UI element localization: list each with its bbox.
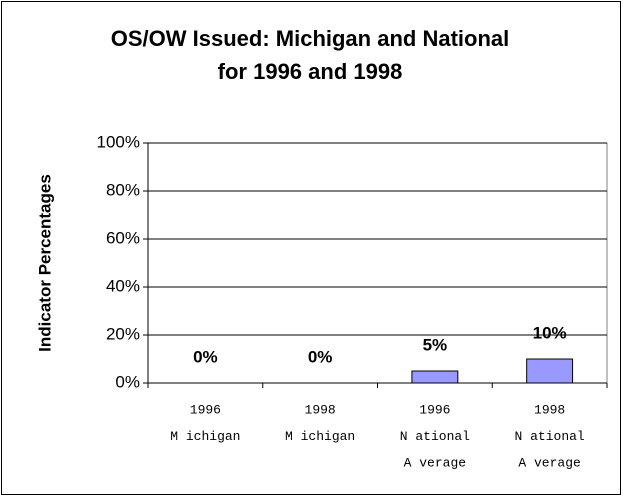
value-label: 0% (193, 347, 218, 366)
value-label: 5% (423, 335, 448, 354)
chart-title: for 1996 and 1998 (218, 59, 403, 84)
x-tick-label: A verage (404, 455, 466, 470)
x-tick-label: M ichigan (285, 429, 355, 444)
value-label: 0% (308, 347, 333, 366)
chart-title: OS/OW Issued: Michigan and National (111, 26, 509, 51)
y-tick-label: 80% (106, 180, 140, 199)
x-tick-label: 1998 (534, 402, 565, 417)
bar (411, 370, 459, 384)
value-label: 10% (533, 323, 567, 342)
y-axis-label: Indicator Percentages (35, 174, 54, 352)
y-tick-label: 60% (106, 228, 140, 247)
y-tick-label: 100% (97, 132, 140, 151)
x-tick-label: N ational (400, 429, 470, 444)
x-tick-label: 1996 (190, 402, 221, 417)
x-tick-label: 1996 (419, 402, 450, 417)
y-tick-label: 20% (106, 324, 140, 343)
x-tick-label: M ichigan (170, 429, 240, 444)
x-tick-label: N ational (515, 429, 585, 444)
bar (526, 358, 574, 384)
x-tick-label: A verage (518, 455, 580, 470)
y-tick-label: 0% (115, 372, 140, 391)
x-tick-label: 1998 (305, 402, 336, 417)
plot-area (147, 142, 608, 384)
y-tick-label: 40% (106, 276, 140, 295)
